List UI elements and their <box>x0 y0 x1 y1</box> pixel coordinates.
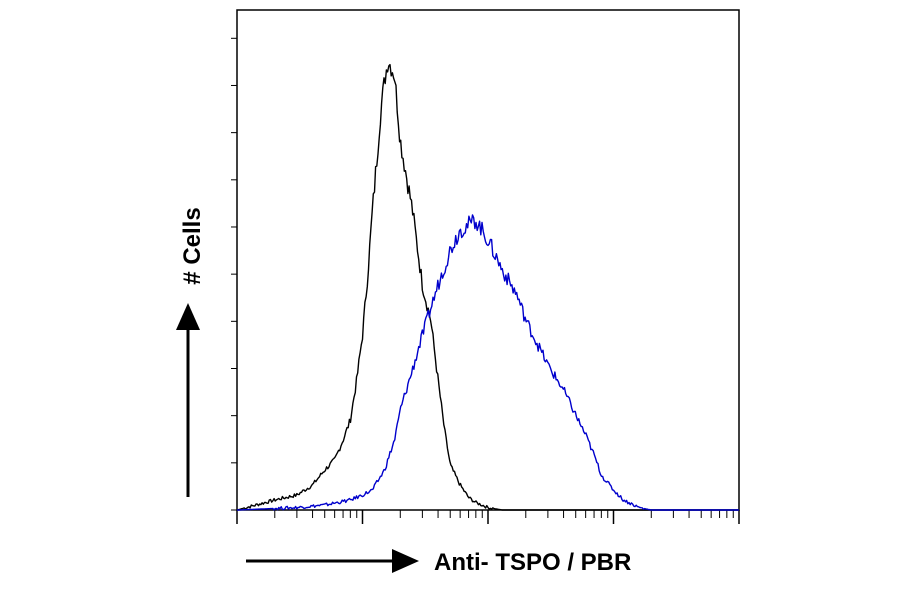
histogram-series <box>236 63 739 511</box>
y-axis-ticks <box>231 37 237 511</box>
x-axis-label: Anti- TSPO / PBR <box>434 549 631 576</box>
stained-histogram-line <box>237 214 739 511</box>
x-axis-ticks <box>236 510 740 524</box>
y-axis-label: # Cells <box>179 207 206 284</box>
control-histogram-line <box>236 63 739 511</box>
plot-frame <box>236 9 740 511</box>
